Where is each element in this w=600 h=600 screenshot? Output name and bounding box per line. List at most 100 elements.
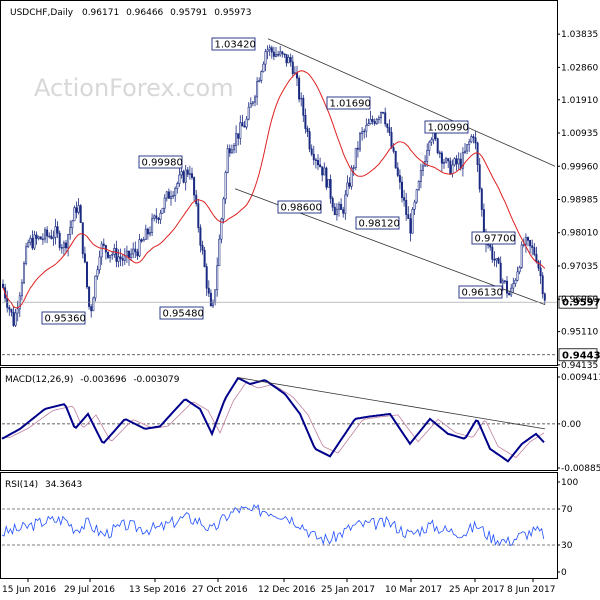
macd-label: MACD(12,26,9) <box>5 375 73 385</box>
price-tick-label: 0.98010 <box>561 229 598 239</box>
candle-body <box>198 204 199 228</box>
candle-body <box>376 119 377 123</box>
candle-body <box>217 266 218 290</box>
candle-body <box>101 244 102 257</box>
candle-body <box>298 78 299 99</box>
candle-body <box>74 208 75 221</box>
macd-title: MACD(12,26,9) -0.003696 -0.003079 <box>5 375 180 385</box>
x-tick-label: 15 Jun 2016 <box>2 585 56 595</box>
price-tick-label: 0.96060 <box>561 295 598 305</box>
candle-body <box>422 166 423 171</box>
candle-body <box>59 233 60 247</box>
candle-body <box>309 132 310 149</box>
candle-body <box>431 140 432 142</box>
candle-body <box>76 208 77 213</box>
candle-body <box>456 159 457 164</box>
candle-body <box>305 115 306 128</box>
rsi-value: 34.3643 <box>45 480 82 490</box>
candle-body <box>202 245 203 250</box>
candle-body <box>336 209 337 215</box>
candle-body <box>78 206 79 213</box>
candle-body <box>21 283 22 296</box>
candle-body <box>513 284 514 289</box>
candle-body <box>57 227 58 234</box>
candle-body <box>154 216 155 219</box>
candle-body <box>540 268 541 276</box>
candle-body <box>242 123 243 127</box>
candle-body <box>15 313 16 325</box>
price-annotation-0.95480: 0.95480 <box>160 307 204 320</box>
candle-body <box>301 98 302 99</box>
candle-body <box>124 256 125 261</box>
price-tick-label: 0.98985 <box>561 195 598 205</box>
candle-body <box>223 199 224 219</box>
candle-body <box>271 48 272 52</box>
candle-body <box>191 174 192 178</box>
candle-body <box>494 259 495 260</box>
candle-body <box>11 309 12 312</box>
candle-body <box>366 125 367 131</box>
candle-body <box>225 172 226 198</box>
candle-body <box>162 208 163 213</box>
price-annotation-0.96130: 0.96130 <box>459 286 503 299</box>
candle-body <box>410 219 411 234</box>
candle-body <box>269 48 270 50</box>
candle-body <box>212 302 213 306</box>
candle-body <box>374 121 375 123</box>
candle-body <box>303 98 304 115</box>
candle-body <box>254 97 255 102</box>
candle-body <box>475 138 476 143</box>
candle-body <box>145 229 146 239</box>
macd-tick-label: 0.009411 <box>561 373 600 383</box>
candle-body <box>515 280 516 283</box>
candle-body <box>259 80 260 81</box>
candle-body <box>387 124 388 128</box>
candle-body <box>151 218 152 232</box>
macd-line <box>2 378 544 461</box>
candle-body <box>382 112 383 113</box>
candle-body <box>86 262 87 287</box>
svg-text:0.98120: 0.98120 <box>359 219 400 230</box>
price-annotation-0.98120: 0.98120 <box>356 217 400 230</box>
candle-body <box>28 242 29 246</box>
candle-body <box>200 228 201 246</box>
candle-body <box>532 246 533 248</box>
candle-body <box>93 298 94 311</box>
svg-text:0.95360: 0.95360 <box>45 314 86 325</box>
candle-body <box>479 165 480 189</box>
candle-body <box>408 215 409 219</box>
candle-body <box>141 240 142 241</box>
candle-body <box>542 276 543 294</box>
candle-body <box>504 281 505 282</box>
price-tick-label: 0.95110 <box>561 328 598 338</box>
macd-trendline <box>238 378 545 429</box>
candle-body <box>72 221 73 228</box>
candle-body <box>109 255 110 257</box>
svg-text:0.97700: 0.97700 <box>475 234 516 245</box>
candle-body <box>448 159 449 161</box>
candle-body <box>175 188 176 195</box>
candle-body <box>189 174 190 175</box>
candle-body <box>355 148 356 167</box>
price-annotation-1.00990: 1.00990 <box>425 121 469 134</box>
candle-body <box>395 151 396 168</box>
candle-body <box>30 238 31 242</box>
candle-body <box>156 216 157 219</box>
price-annotation-1.03420: 1.03420 <box>212 38 256 51</box>
candle-body <box>214 290 215 303</box>
price-annotation-0.97700: 0.97700 <box>472 232 516 245</box>
candle-body <box>275 54 276 56</box>
candle-body <box>544 294 545 301</box>
candle-body <box>307 129 308 132</box>
candle-body <box>277 54 278 55</box>
candle-body <box>118 257 119 262</box>
x-tick-label: 27 Oct 2016 <box>192 585 248 595</box>
svg-text:1.01690: 1.01690 <box>330 99 371 110</box>
price-tick-label: 1.03835 <box>561 30 598 40</box>
candle-body <box>506 281 507 293</box>
watermark: ActionForex.com <box>34 74 234 102</box>
candle-body <box>246 119 247 127</box>
candle-body <box>177 184 178 189</box>
svg-text:0.96130: 0.96130 <box>462 288 503 299</box>
candle-body <box>364 131 365 132</box>
